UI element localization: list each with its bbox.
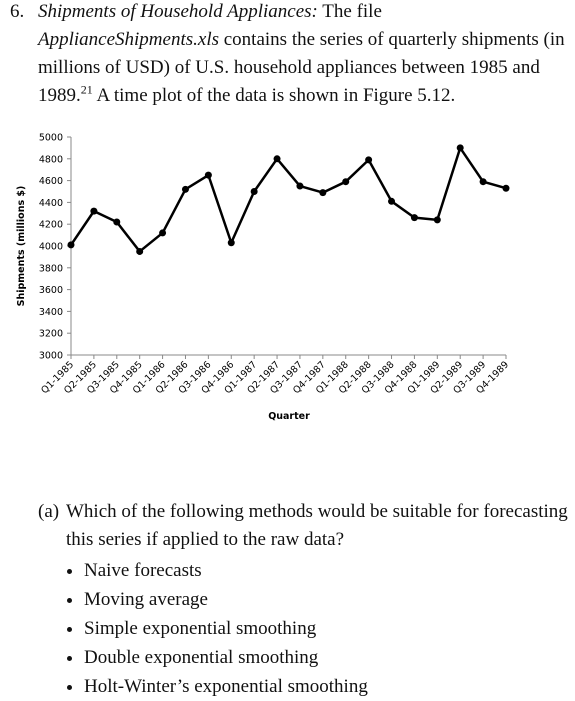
marker [410,214,418,222]
question-text: Which of the following methods would be … [66,501,568,550]
marker [181,185,189,193]
page: 6. Shipments of Household Appliances: The… [0,0,575,667]
options: Naive forecastsMoving averageSimple expo… [66,556,575,701]
y-tick-label: 3600 [39,285,63,296]
marker [204,171,212,179]
question: (a) Which of the following methods would … [38,498,575,701]
chart: Shipments (millions $) Quarter 3000 3200 3… [16,133,511,423]
marker [502,184,510,192]
marker [159,229,167,237]
text: A time plot of the data is shown in Figu… [92,85,456,106]
marker [456,144,464,152]
y-tick-label: 4200 [39,220,63,231]
y-axis-title: Shipments (millions $) [16,186,27,307]
marker [136,247,144,255]
marker [90,207,98,215]
marker [479,178,487,186]
y-tick-label: 3200 [39,329,63,340]
marker [113,218,121,226]
marker [388,197,396,205]
marker [273,155,281,163]
marker [433,216,441,224]
marker [250,188,258,195]
problem-number: 6. [10,1,25,22]
y-tick-label: 3000 [39,351,63,362]
option: Naive forecasts [84,556,575,585]
text: The file [317,1,382,22]
y-tick-label: 4600 [39,176,63,187]
problem-paragraph: 6. Shipments of Household Appliances: The… [10,0,566,110]
marker [67,241,75,249]
y-tick-label: 4000 [39,242,63,253]
marker [227,239,235,247]
marker [342,178,350,186]
y-tick-label: 4800 [39,154,63,165]
option: Simple exponential smoothing [84,614,575,643]
option: Double exponential smoothing [84,643,575,672]
problem-title: Shipments of Household Appliances: [38,1,318,22]
line [69,146,507,253]
file-name: ApplianceShipments.xls [38,29,219,50]
question-label: (a) [38,501,60,522]
marker [365,156,373,164]
option: Moving average [84,585,575,614]
marker [319,189,327,197]
y-tick-label: 3800 [39,263,63,274]
y-tick-label: 3400 [39,307,63,318]
y-tick-label: 4400 [39,198,63,209]
marker [296,182,304,190]
text: contains the series of quarterly shipmen… [38,29,565,106]
y-tick-label: 5000 [39,133,63,144]
x-axis-title: Quarter [268,411,310,422]
footnote: 21 [80,82,93,97]
option: Holt-Winter’s exponential smoothing [84,672,575,701]
